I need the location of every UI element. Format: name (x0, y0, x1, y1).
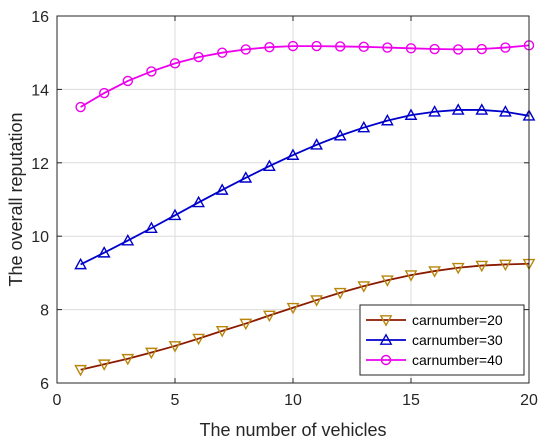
data-point (357, 281, 371, 293)
legend-label: carnumber=40 (412, 352, 503, 368)
data-point (381, 275, 394, 287)
data-point (264, 41, 275, 53)
data-point (310, 295, 323, 307)
data-point (216, 47, 228, 58)
data-point (192, 333, 205, 346)
data-point (333, 129, 347, 141)
data-point (499, 259, 512, 272)
series-carnumber-20 (74, 258, 536, 377)
data-point (428, 266, 441, 278)
legend-label: carnumber=30 (412, 332, 503, 348)
data-point (286, 148, 300, 160)
data-point (168, 208, 182, 221)
data-point (357, 120, 371, 133)
data-point (311, 40, 322, 52)
data-point (382, 42, 393, 53)
series-carnumber-40 (75, 40, 535, 113)
y-tick-label: 8 (40, 303, 49, 320)
data-point (215, 183, 229, 195)
data-point (333, 287, 347, 300)
data-point (499, 105, 512, 117)
data-point (169, 58, 181, 69)
data-point (98, 87, 110, 99)
data-point (239, 171, 253, 183)
x-tick-label: 5 (171, 392, 180, 409)
legend-marker (379, 333, 393, 345)
legend: carnumber=20 carnumber=30 carnumber=40 (359, 304, 525, 376)
y-tick-label: 16 (31, 9, 49, 26)
x-tick-label: 10 (284, 392, 302, 409)
data-point (74, 257, 87, 270)
data-point (97, 246, 111, 258)
data-point (381, 113, 394, 126)
data-point (263, 159, 276, 171)
data-point (168, 341, 182, 353)
data-point (500, 42, 511, 53)
data-point (215, 326, 229, 338)
data-point (145, 347, 158, 360)
data-point (451, 262, 465, 275)
x-axis-label: The number of vehicles (199, 420, 386, 440)
data-point (145, 221, 158, 233)
data-point (451, 103, 465, 115)
data-point (428, 105, 441, 117)
series-carnumber-30 (74, 103, 536, 270)
data-point (192, 195, 205, 208)
legend-item: carnumber=30 (366, 332, 503, 348)
y-tick-label: 10 (31, 229, 49, 246)
y-tick-label: 14 (31, 82, 49, 99)
x-tick-label: 0 (53, 392, 62, 409)
x-tick-label: 20 (520, 392, 538, 409)
data-point (240, 44, 252, 55)
x-tick-label: 15 (402, 392, 420, 409)
data-point (429, 43, 440, 55)
data-point (146, 66, 157, 77)
data-point (74, 364, 87, 377)
data-point (453, 44, 464, 55)
data-point (404, 270, 418, 282)
data-point (122, 75, 134, 87)
data-point (310, 138, 323, 150)
data-point (121, 353, 135, 366)
data-point (263, 310, 276, 323)
data-point (193, 51, 204, 63)
y-axis-label: The overall reputation (6, 112, 26, 286)
data-point (358, 41, 369, 53)
series-line (80, 109, 530, 266)
data-point (404, 108, 418, 120)
series-group (74, 40, 536, 377)
legend-marker (379, 315, 393, 327)
data-point (121, 233, 135, 246)
data-point (239, 318, 253, 331)
legend-marker (380, 354, 392, 366)
legend-item: carnumber=20 (366, 312, 503, 328)
y-tick-label: 12 (31, 156, 49, 173)
legend-item: carnumber=40 (366, 352, 503, 368)
axis-ticks: 0 5 10 15 20 6 8 10 12 14 16 (31, 9, 538, 409)
data-point (475, 103, 489, 115)
data-point (335, 41, 346, 52)
legend-label: carnumber=20 (412, 312, 503, 328)
data-point (476, 43, 487, 55)
data-point (75, 101, 86, 113)
y-tick-label: 6 (40, 376, 49, 393)
data-point (97, 359, 111, 371)
data-point (287, 40, 299, 52)
data-point (405, 43, 417, 54)
data-point (475, 260, 489, 273)
data-point (286, 302, 300, 315)
